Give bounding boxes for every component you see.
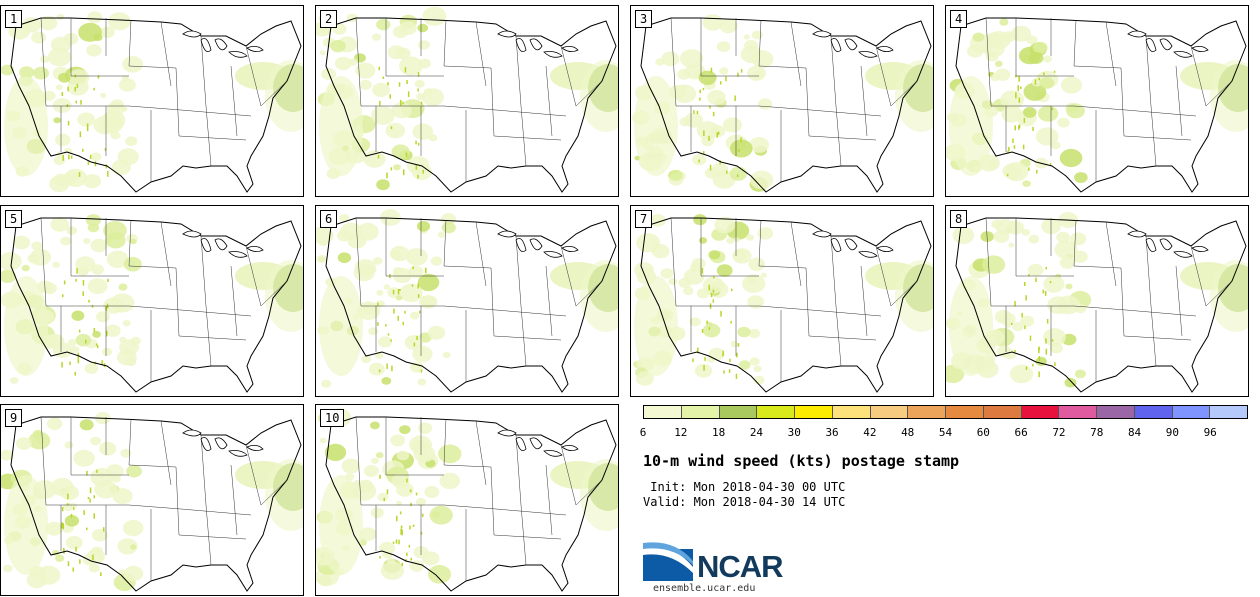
colorbar-tick: 78 — [1090, 426, 1104, 439]
colorbar-tick: 36 — [825, 426, 839, 439]
colorbar-cell — [681, 406, 720, 418]
colorbar-tick: 90 — [1165, 426, 1179, 439]
colorbar-tick: 42 — [863, 426, 877, 439]
us-map — [631, 206, 933, 396]
colorbar-cell — [832, 406, 871, 418]
us-map — [316, 405, 618, 595]
member-panel: 1 — [0, 5, 304, 197]
member-panel: 4 — [945, 5, 1249, 197]
member-label: 10 — [320, 409, 345, 427]
member-label: 9 — [5, 409, 23, 427]
member-label: 7 — [635, 210, 653, 228]
colorbar-cell — [795, 406, 833, 418]
colorbar-cell — [1097, 406, 1135, 418]
colorbar-cell — [983, 406, 1022, 418]
ncar-logo-icon — [643, 542, 693, 581]
member-panel: 9 — [0, 404, 304, 596]
colorbar-cell — [1172, 406, 1211, 418]
colorbar-tick: 18 — [712, 426, 726, 439]
member-label: 8 — [950, 210, 968, 228]
member-label: 3 — [635, 10, 653, 28]
ncar-logo-text: NCAR — [697, 549, 784, 584]
colorbar-tick: 48 — [901, 426, 915, 439]
colorbar-tick: 30 — [787, 426, 801, 439]
colorbar-cell — [1134, 406, 1173, 418]
member-label: 5 — [5, 210, 23, 228]
member-label: 2 — [320, 10, 338, 28]
colorbar-cell — [946, 406, 984, 418]
colorbar-tick: 24 — [749, 426, 764, 439]
us-map — [316, 6, 618, 196]
colorbar-cell — [719, 406, 758, 418]
colorbar-cell — [1059, 406, 1097, 418]
colorbar-tick: 54 — [938, 426, 953, 439]
us-map — [1, 6, 303, 196]
member-panel: 5 — [0, 205, 304, 397]
colorbar-tick: 96 — [1203, 426, 1217, 439]
colorbar-tick: 12 — [674, 426, 688, 439]
valid-time: Valid: Mon 2018-04-30 14 UTC — [643, 495, 846, 509]
member-panel: 3 — [630, 5, 934, 197]
website-link[interactable]: ensemble.ucar.edu — [653, 583, 756, 594]
member-panel: 10 — [315, 404, 619, 596]
member-panel: 6 — [315, 205, 619, 397]
member-label: 4 — [950, 10, 968, 28]
member-label: 6 — [320, 210, 338, 228]
colorbar-cell — [644, 406, 682, 418]
colorbar — [643, 405, 1248, 419]
member-panel: 7 — [630, 205, 934, 397]
colorbar-tick: 84 — [1127, 426, 1142, 439]
colorbar-cell — [870, 406, 909, 418]
us-map — [1, 405, 303, 595]
colorbar-tick: 60 — [976, 426, 990, 439]
colorbar-cell — [1021, 406, 1060, 418]
figure-title: 10-m wind speed (kts) postage stamp — [643, 452, 960, 470]
colorbar-cell — [757, 406, 795, 418]
init-time: Init: Mon 2018-04-30 00 UTC — [643, 480, 846, 494]
us-map — [631, 6, 933, 196]
member-panel: 2 — [315, 5, 619, 197]
colorbar-tick: 6 — [639, 426, 647, 439]
us-map — [1, 206, 303, 396]
colorbar-tick: 66 — [1014, 426, 1028, 439]
colorbar-cell — [1210, 406, 1247, 418]
us-map — [316, 206, 618, 396]
member-panel: 8 — [945, 205, 1249, 397]
member-label: 1 — [5, 10, 23, 28]
colorbar-tick: 72 — [1052, 426, 1066, 439]
colorbar-cell — [908, 406, 946, 418]
us-map — [946, 206, 1248, 396]
us-map — [946, 6, 1248, 196]
